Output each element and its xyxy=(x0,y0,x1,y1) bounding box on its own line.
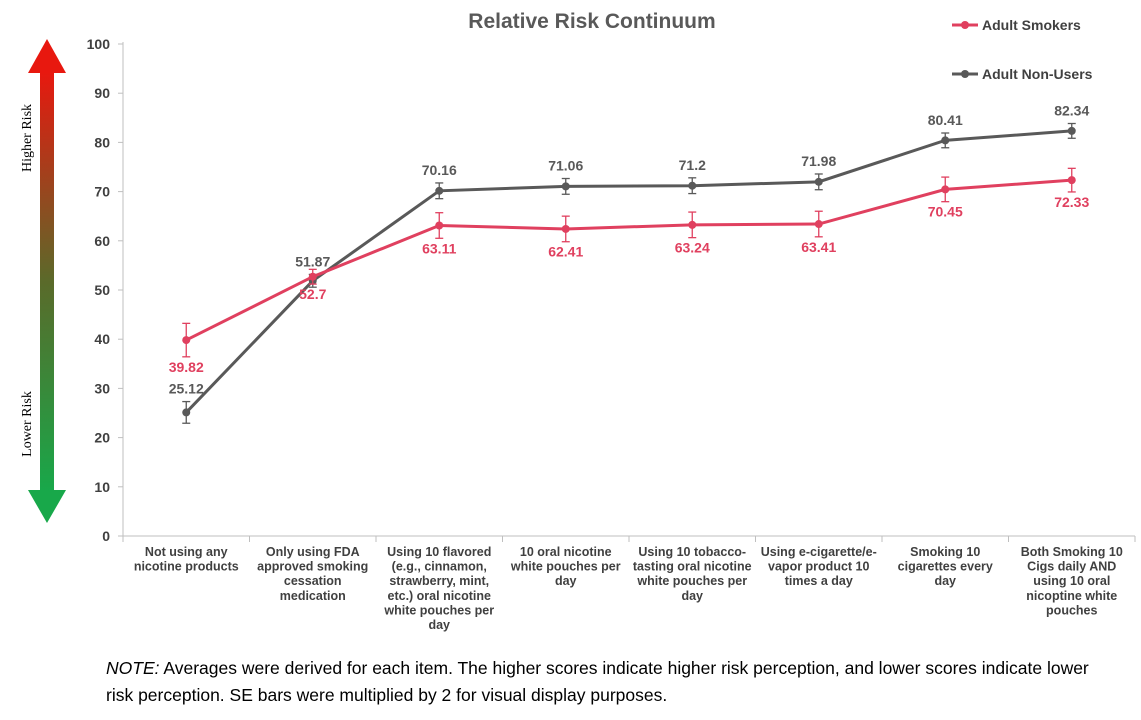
data-label-non-users: 51.87 xyxy=(295,253,330,269)
y-tick-label: 0 xyxy=(102,528,110,544)
data-label-non-users: 71.2 xyxy=(679,157,706,173)
y-tick-label: 80 xyxy=(94,134,110,150)
x-category-label-line: 10 oral nicotine xyxy=(520,545,612,559)
data-label-non-users: 82.34 xyxy=(1054,103,1089,119)
legend-label-smokers: Adult Smokers xyxy=(982,17,1081,33)
down-arrow-head xyxy=(28,490,66,523)
data-point-non-users xyxy=(688,182,696,190)
x-category-label: Using e-cigarette/e-vapor product 10 time… xyxy=(761,545,877,588)
data-label-smokers: 62.41 xyxy=(548,244,583,260)
legend-label-non-users: Adult Non-Users xyxy=(982,66,1093,82)
data-point-smokers xyxy=(182,336,190,344)
y-tick-label: 10 xyxy=(94,479,110,495)
x-category-label-line: tasting oral nicotine xyxy=(633,560,752,574)
x-category-label-line: white pouches per xyxy=(510,560,621,574)
x-category-label-line: Using e-cigarette/e- xyxy=(761,545,877,559)
note-text: NOTE: Averages were derived for each ite… xyxy=(106,655,1106,709)
legend-marker-smokers xyxy=(961,21,969,29)
data-label-smokers: 52.7 xyxy=(299,286,326,302)
data-point-smokers xyxy=(309,273,317,281)
y-tick-label: 60 xyxy=(94,233,110,249)
x-category-label-line: Using 10 flavored xyxy=(387,545,491,559)
up-arrow-head xyxy=(28,39,66,73)
x-category-label-line: day xyxy=(555,574,577,588)
data-point-non-users xyxy=(562,182,570,190)
data-point-smokers xyxy=(815,220,823,228)
legend-marker-non-users xyxy=(961,70,969,78)
data-point-smokers xyxy=(435,221,443,229)
data-point-smokers xyxy=(562,225,570,233)
x-category-label-line: day xyxy=(934,574,956,588)
x-category-label: Only using FDA approved smoking cessation m… xyxy=(257,545,368,603)
x-category-label: Smoking 10 cigarettes every day xyxy=(898,545,993,588)
x-category-label-line: nicoptine white xyxy=(1026,589,1117,603)
y-tick-label: 100 xyxy=(87,36,111,52)
legend: Adult Smokers Adult Non-Users xyxy=(952,17,1093,82)
x-category-label-line: nicotine products xyxy=(134,560,239,574)
x-category-label-line: white pouches per xyxy=(636,574,747,588)
x-category-label: Using 10 tobacco-tasting oral nicotine wh… xyxy=(633,545,752,603)
x-category-label-line: Cigs daily AND xyxy=(1027,560,1116,574)
x-category-label-line: times a day xyxy=(785,574,853,588)
y-tick-label: 30 xyxy=(94,380,110,396)
x-category-label: 10 oral nicotine white pouches per day xyxy=(510,545,621,588)
data-label-smokers: 72.33 xyxy=(1054,194,1089,210)
x-category-label-line: using 10 oral xyxy=(1033,574,1110,588)
x-category-label-line: white pouches per xyxy=(383,603,494,617)
x-category-label: Not using any nicotine products xyxy=(134,545,239,574)
y-tick-label: 70 xyxy=(94,184,110,200)
y-tick-label: 50 xyxy=(94,282,110,298)
x-category-label-line: vapor product 10 xyxy=(768,560,869,574)
x-category-label-line: approved smoking xyxy=(257,560,368,574)
x-category-label-line: Using 10 tobacco- xyxy=(638,545,746,559)
data-label-non-users: 25.12 xyxy=(169,381,204,397)
x-category-label-line: day xyxy=(681,589,703,603)
series-line-non-users xyxy=(186,131,1072,413)
y-tick-label: 90 xyxy=(94,85,110,101)
x-category-label: Both Smoking 10 Cigs daily AND using 10 or… xyxy=(1021,545,1123,617)
arrow-shaft xyxy=(40,72,54,492)
series-non-users xyxy=(182,124,1076,424)
y-tick-label: 20 xyxy=(94,430,110,446)
note-prefix: NOTE: xyxy=(106,658,159,678)
x-category-label-line: medication xyxy=(280,589,346,603)
chart-title: Relative Risk Continuum xyxy=(468,10,715,33)
data-label-smokers: 70.45 xyxy=(928,204,963,220)
x-category-label-line: strawberry, mint, xyxy=(389,574,489,588)
data-point-non-users xyxy=(941,136,949,144)
x-category-label-line: cigarettes every xyxy=(898,560,993,574)
data-label-non-users: 71.98 xyxy=(801,153,836,169)
data-label-non-users: 70.16 xyxy=(422,162,457,178)
data-label-smokers: 39.82 xyxy=(169,359,204,375)
risk-chart: Relative Risk Continuum Higher Risk Lowe… xyxy=(0,0,1141,650)
x-category-label-line: cessation xyxy=(284,574,342,588)
x-category-label-line: Only using FDA xyxy=(266,545,360,559)
y-tick-label: 40 xyxy=(94,331,110,347)
data-point-non-users xyxy=(182,408,190,416)
data-label-non-users: 80.41 xyxy=(928,112,963,128)
x-category-label-line: day xyxy=(428,618,450,632)
data-point-non-users xyxy=(1068,127,1076,135)
x-category-label-line: etc.) oral nicotine xyxy=(388,589,492,603)
data-point-smokers xyxy=(688,221,696,229)
higher-risk-label: Higher Risk xyxy=(20,104,35,172)
data-point-non-users xyxy=(815,178,823,186)
x-category-label-line: (e.g., cinnamon, xyxy=(392,560,487,574)
x-category-label-line: pouches xyxy=(1046,603,1097,617)
data-label-non-users: 71.06 xyxy=(548,158,583,174)
x-category-label: Using 10 flavored (e.g., cinnamon, strawbe… xyxy=(383,545,494,632)
series-layer: 25.12 51.87 70.16 71.06 71.2 71.98 80.41 82.34 3… xyxy=(169,103,1090,424)
x-category-label-line: Smoking 10 xyxy=(910,545,980,559)
data-point-non-users xyxy=(435,187,443,195)
data-label-smokers: 63.24 xyxy=(675,240,710,256)
data-point-smokers xyxy=(941,185,949,193)
data-point-smokers xyxy=(1068,176,1076,184)
data-label-smokers: 63.11 xyxy=(422,240,456,256)
note-body: Averages were derived for each item. The… xyxy=(106,658,1089,705)
data-label-smokers: 63.41 xyxy=(801,239,836,255)
lower-risk-label: Lower Risk xyxy=(20,391,35,457)
x-category-label-line: Not using any xyxy=(145,545,228,559)
x-category-label-line: Both Smoking 10 xyxy=(1021,545,1123,559)
axes: 0 10 20 30 40 50 60 70 80 90 100 Not using any nicot… xyxy=(87,36,1135,632)
